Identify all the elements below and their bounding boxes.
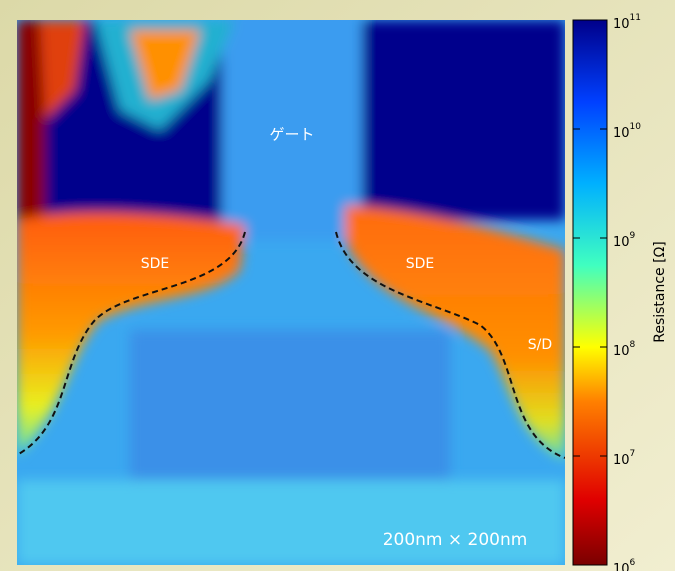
gate-label: ゲート <box>269 126 314 144</box>
figure: ゲート SDE SDE S/D 200nm × 200nm Resistance… <box>0 0 675 571</box>
tick-base: 10 <box>613 344 630 359</box>
tick-exponent: 6 <box>630 558 636 568</box>
resistance-map <box>17 10 565 565</box>
tick-base: 10 <box>613 126 630 141</box>
tick-exponent: 11 <box>630 13 641 23</box>
sd-label: S/D <box>528 337 552 353</box>
tick-base: 10 <box>613 562 630 571</box>
sde-label: SDE <box>406 256 435 272</box>
sde-label: SDE <box>141 256 170 272</box>
tick-exponent: 10 <box>630 122 642 132</box>
tick-exponent: 8 <box>630 340 636 350</box>
scale-label: 200nm × 200nm <box>383 530 528 550</box>
colorbar-title: Resistance [Ω] <box>652 241 668 343</box>
tick-base: 10 <box>613 235 630 250</box>
tick-exponent: 9 <box>630 231 636 241</box>
tick-base: 10 <box>613 453 630 468</box>
tick-exponent: 7 <box>630 449 636 459</box>
colorbar <box>573 20 607 565</box>
tick-base: 10 <box>613 17 630 32</box>
